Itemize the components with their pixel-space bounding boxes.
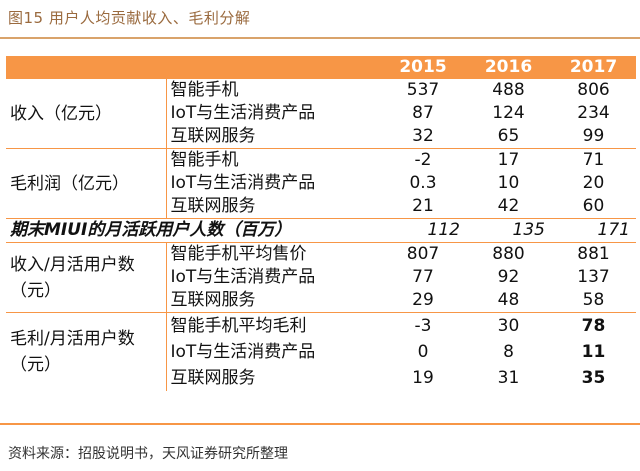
cell-value: 92 <box>497 267 520 287</box>
header-year-2017: 2017 <box>551 56 636 79</box>
cell-value: 21 <box>380 195 466 219</box>
cell-value: 135 <box>466 218 551 243</box>
cell-value-highlight: 11 <box>581 341 606 362</box>
row-category: 毛利/月活用户数 （元） <box>6 313 166 392</box>
row-category-line: 收入/月活用户数 <box>10 254 135 275</box>
cell-value: 0 <box>417 341 429 362</box>
table-row: 毛利/月活用户数 （元） 智能手机平均毛利 -3 30 78 <box>6 312 636 375</box>
cell-value: 60 <box>551 195 636 219</box>
cell-value: 124 <box>492 103 525 123</box>
table-row: 互联网服务 19 31 35 <box>6 365 636 391</box>
cell-value: -3 <box>414 315 432 336</box>
cell-value: -2 <box>414 150 432 170</box>
cell-value: 19 <box>412 367 434 388</box>
cell-value: 20 <box>582 173 605 193</box>
cell-value: 488 <box>492 80 525 100</box>
cell-value: 48 <box>466 289 551 313</box>
cell-value: 234 <box>577 103 610 123</box>
row-label: IoT与生活消费产品 <box>165 339 380 365</box>
cell-value: 31 <box>497 367 520 388</box>
row-category: 毛利润（亿元） <box>6 148 166 219</box>
cell-value: 17 <box>497 150 520 170</box>
source-note: 资料来源：招股说明书，天风证券研究所整理 <box>8 446 288 462</box>
table-row: IoT与生活消费产品 0 8 11 <box>6 339 636 365</box>
cell-value: 112 <box>380 218 466 243</box>
header-year-2015: 2015 <box>380 56 466 79</box>
header-cell-empty <box>166 56 380 79</box>
cell-value: 880 <box>492 244 525 264</box>
row-label: 互联网服务 <box>165 365 380 391</box>
page-title: 图15 用户人均贡献收入、毛利分解 <box>8 9 251 27</box>
table-row: 互联网服务 21 42 60 <box>6 195 636 219</box>
table-row-mau: 期末MIUI的月活跃用户人数（百万） 112 135 171 <box>6 218 636 243</box>
row-label: 互联网服务 <box>165 195 380 219</box>
row-label: IoT与生活消费产品 <box>165 266 380 289</box>
cell-value-highlight: 78 <box>581 315 606 336</box>
title-divider <box>0 37 640 39</box>
table-row: 互联网服务 29 48 58 <box>6 289 636 313</box>
table-row: 互联网服务 32 65 99 <box>6 125 636 149</box>
cell-value: 99 <box>551 125 636 149</box>
data-table: 2015 2016 2017 收入（亿元） 智能手机 537 488 806 I… <box>6 56 636 391</box>
cell-value: 0.3 <box>409 173 437 193</box>
row-category-unit: （元） <box>10 280 61 301</box>
mau-label: 期末MIUI的月活跃用户人数（百万） <box>6 218 380 243</box>
header-row: 2015 2016 2017 <box>6 56 636 79</box>
cell-value: 77 <box>412 267 434 287</box>
cell-value: 65 <box>466 125 551 149</box>
row-category-unit: （元） <box>10 355 61 375</box>
header-cell-empty <box>6 56 166 79</box>
table-row: IoT与生活消费产品 77 92 137 <box>6 266 636 289</box>
row-label: 智能手机平均毛利 <box>165 312 380 339</box>
cell-value: 137 <box>577 267 610 287</box>
cell-value: 30 <box>497 315 520 336</box>
cell-value: 71 <box>582 150 605 170</box>
table-row: IoT与生活消费产品 87 124 234 <box>6 102 636 125</box>
cell-value: 29 <box>380 289 466 313</box>
header-year-2016: 2016 <box>466 56 551 79</box>
row-label: 智能手机 <box>165 79 380 102</box>
row-category: 收入/月活用户数 （元） <box>6 242 166 313</box>
cell-value: 807 <box>406 244 440 264</box>
cell-value: 537 <box>406 80 440 100</box>
cell-value: 32 <box>380 125 466 149</box>
row-label: 互联网服务 <box>165 289 380 313</box>
cell-value: 171 <box>551 218 636 243</box>
cell-value: 10 <box>497 173 520 193</box>
cell-value: 58 <box>551 289 636 313</box>
table-row: IoT与生活消费产品 0.3 10 20 <box>6 172 636 195</box>
cell-value: 8 <box>503 341 514 362</box>
table-row: 收入（亿元） 智能手机 537 488 806 <box>6 79 636 149</box>
row-label: 智能手机 <box>165 148 380 172</box>
row-category-line: 毛利/月活用户数 <box>10 329 135 349</box>
cell-value: 87 <box>412 103 434 123</box>
row-label: IoT与生活消费产品 <box>165 172 380 195</box>
table-row: 毛利润（亿元） 智能手机 -2 17 71 <box>6 148 636 219</box>
cell-value: 42 <box>466 195 551 219</box>
row-label: IoT与生活消费产品 <box>165 102 380 125</box>
row-label: 互联网服务 <box>165 125 380 149</box>
bottom-divider <box>0 423 640 425</box>
row-category: 收入（亿元） <box>6 79 166 149</box>
cell-value: 881 <box>577 244 610 264</box>
table-row: 收入/月活用户数 （元） 智能手机平均售价 807 880 881 <box>6 242 636 313</box>
cell-value: 806 <box>577 80 610 100</box>
cell-value-highlight: 35 <box>581 367 606 388</box>
row-label: 智能手机平均售价 <box>165 242 380 266</box>
